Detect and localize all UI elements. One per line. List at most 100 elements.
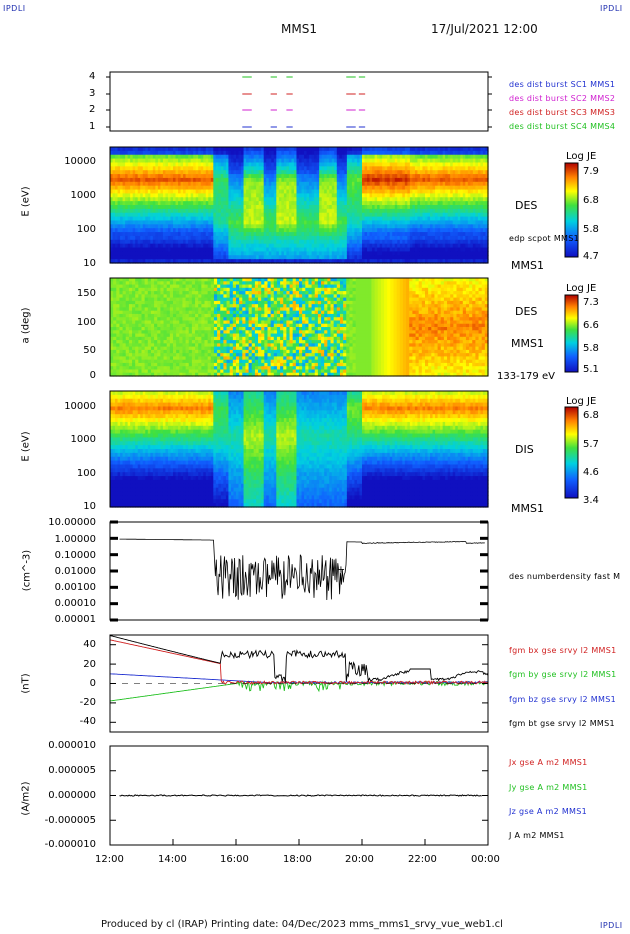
des-energy-spectrogram-cell (208, 154, 212, 160)
des-energy-spectrogram-cell (236, 166, 240, 171)
des-energy-spectrogram-cell (208, 162, 212, 167)
des-energy-spectrogram-cell (117, 228, 121, 233)
des-energy-spectrogram-cell (203, 197, 207, 202)
des-energy-spectrogram-cell (132, 193, 136, 198)
des-energy-spectrogram-cell (112, 216, 116, 222)
des-energy-spectrogram-cell (142, 197, 146, 202)
des-energy-spectrogram-cell (286, 150, 290, 156)
des-energy-spectrogram-cell (243, 255, 247, 260)
des-energy-spectrogram-cell (117, 208, 121, 214)
des-energy-spectrogram-cell (195, 158, 199, 164)
des-energy-spectrogram-cell (208, 259, 212, 264)
des-energy-spectrogram-cell (157, 201, 161, 206)
des-energy-spectrogram-cell (127, 197, 131, 202)
des-energy-spectrogram-cell (190, 177, 194, 183)
des-energy-spectrogram-cell (112, 154, 116, 160)
des-energy-spectrogram-cell (160, 216, 164, 222)
des-energy-spectrogram-cell (157, 177, 161, 183)
des-energy-spectrogram-cell (183, 201, 187, 206)
des-energy-spectrogram-cell (142, 255, 146, 260)
des-energy-spectrogram-cell (218, 259, 222, 264)
des-energy-spectrogram-cell (155, 166, 159, 171)
des-energy-spectrogram-cell (112, 166, 116, 171)
des-energy-spectrogram-cell (160, 208, 164, 214)
des-energy-spectrogram-cell (208, 243, 212, 249)
des-energy-spectrogram-cell (195, 189, 199, 194)
des-energy-spectrogram-cell (263, 232, 267, 237)
des-energy-spectrogram-cell (188, 243, 192, 249)
des-energy-spectrogram-cell (170, 212, 174, 218)
des-energy-spectrogram-cell (183, 208, 187, 214)
des-energy-spectrogram-cell (246, 220, 250, 225)
des-energy-spectrogram-cell (125, 201, 129, 206)
des-energy-spectrogram-cell (152, 220, 156, 225)
des-energy-spectrogram-cell (288, 162, 293, 167)
des-energy-spectrogram-cell (241, 166, 245, 171)
des-energy-spectrogram-cell (188, 216, 192, 222)
des-energy-spectrogram-cell (236, 255, 240, 260)
des-energy-spectrogram-cell (120, 212, 124, 218)
des-energy-spectrogram-cell (190, 166, 194, 171)
des-energy-spectrogram-cell (165, 150, 169, 156)
des-energy-spectrogram-cell (261, 208, 265, 214)
des-energy-spectrogram-cell (178, 224, 182, 229)
des-energy-spectrogram-cell (155, 205, 159, 210)
des-energy-spectrogram-cell (178, 255, 182, 260)
des-energy-spectrogram-cell (278, 201, 282, 206)
des-energy-spectrogram-cell (263, 170, 267, 175)
des-energy-spectrogram-cell (115, 247, 119, 252)
des-energy-spectrogram-cell (223, 162, 227, 167)
des-energy-spectrogram-cell (251, 224, 255, 229)
des-energy-spectrogram-cell (122, 255, 126, 260)
des-energy-spectrogram-cell (195, 255, 199, 260)
des-energy-spectrogram-cell (178, 220, 182, 225)
des-energy-spectrogram-cell (135, 147, 139, 152)
des-energy-spectrogram-cell (261, 216, 265, 222)
des-energy-spectrogram-cell (286, 201, 290, 206)
des-energy-spectrogram-cell (286, 205, 290, 210)
des-energy-spectrogram-cell (165, 228, 169, 233)
des-energy-spectrogram-cell (220, 255, 224, 260)
des-energy-spectrogram-cell (112, 243, 116, 249)
des-energy-spectrogram-cell (281, 220, 285, 225)
des-energy-spectrogram-cell (281, 251, 285, 256)
des-energy-spectrogram-cell (286, 251, 290, 256)
des-energy-spectrogram-cell (117, 177, 121, 183)
des-energy-spectrogram-cell (160, 235, 164, 241)
des-energy-spectrogram-cell (122, 181, 126, 187)
des-energy-spectrogram-cell (130, 189, 134, 194)
des-energy-spectrogram-cell (180, 228, 184, 233)
des-energy-spectrogram-cell (276, 170, 280, 175)
des-energy-spectrogram-cell (110, 243, 114, 249)
des-energy-spectrogram-cell (162, 147, 167, 152)
des-energy-spectrogram-cell (236, 247, 240, 252)
des-energy-spectrogram-cell (120, 247, 124, 252)
des-energy-spectrogram-cell (246, 177, 250, 183)
des-energy-spectrogram-cell (135, 232, 139, 237)
des-energy-spectrogram-cell (261, 181, 265, 187)
des-energy-spectrogram-cell (278, 208, 282, 214)
des-energy-spectrogram-cell (208, 224, 212, 229)
des-energy-spectrogram-cell (120, 255, 124, 260)
des-energy-spectrogram-cell (256, 201, 260, 206)
des-energy-spectrogram-cell (223, 150, 227, 156)
des-energy-spectrogram-cell (230, 208, 235, 214)
des-energy-spectrogram-cell (271, 224, 275, 229)
des-energy-spectrogram-cell (117, 205, 121, 210)
des-energy-spectrogram-cell (193, 228, 197, 233)
des-energy-spectrogram-cell (278, 247, 282, 252)
des-energy-spectrogram-cell (160, 166, 164, 171)
des-energy-spectrogram-cell (125, 185, 129, 191)
des-energy-spectrogram-cell (122, 243, 126, 249)
des-energy-spectrogram-cell (170, 208, 174, 214)
des-energy-spectrogram-cell (190, 205, 194, 210)
des-energy-spectrogram-cell (253, 239, 257, 245)
des-energy-spectrogram-cell (178, 147, 182, 152)
des-energy-spectrogram-cell (130, 170, 134, 175)
des-energy-spectrogram-cell (281, 235, 285, 241)
des-energy-spectrogram-cell (190, 174, 194, 179)
des-energy-spectrogram-cell (225, 181, 230, 187)
des-energy-spectrogram-cell (147, 235, 151, 241)
des-energy-spectrogram-cell (273, 197, 277, 202)
des-energy-spectrogram-cell (157, 220, 161, 225)
